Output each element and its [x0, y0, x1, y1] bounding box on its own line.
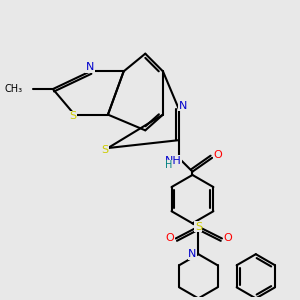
Text: O: O [214, 150, 222, 160]
Text: O: O [224, 233, 232, 244]
Text: N: N [188, 249, 196, 259]
Text: N: N [179, 101, 187, 111]
Text: H: H [165, 160, 172, 170]
Text: NH: NH [164, 156, 181, 166]
Text: CH₃: CH₃ [5, 84, 23, 94]
Text: S: S [101, 145, 109, 154]
Text: S: S [195, 222, 202, 232]
Text: S: S [70, 111, 76, 121]
Text: O: O [166, 233, 174, 244]
Text: N: N [86, 62, 94, 72]
